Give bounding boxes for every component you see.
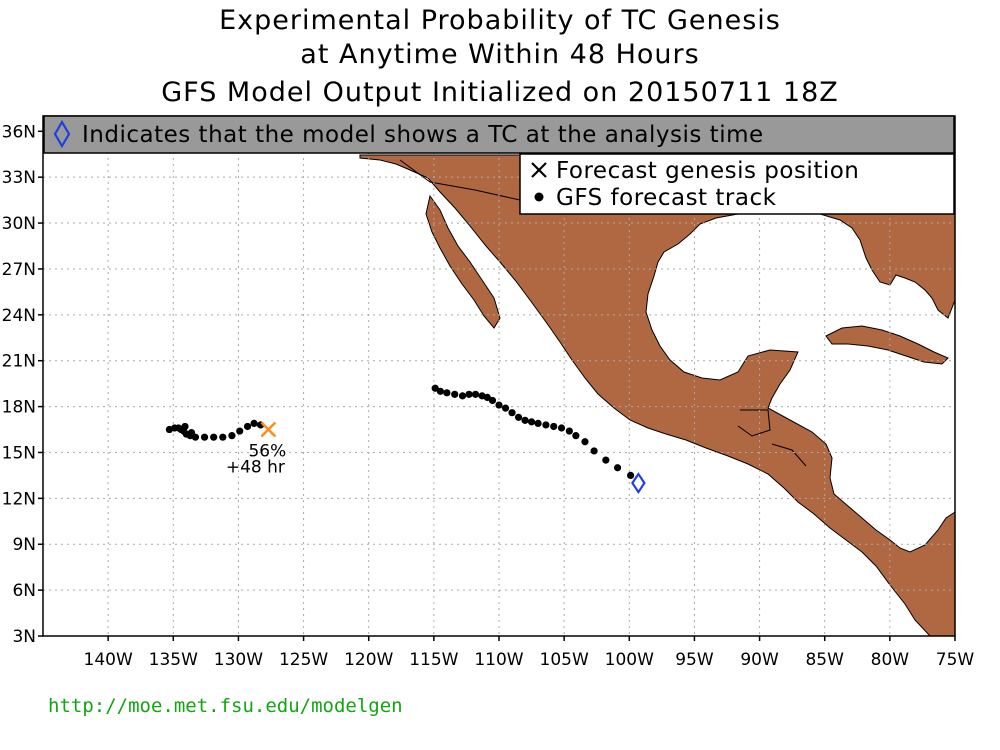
track-point <box>200 433 209 441</box>
lat-tick-label: 21N <box>2 352 36 372</box>
lon-tick-label: 100W <box>605 650 654 670</box>
track-point <box>210 433 218 441</box>
track-point <box>250 419 258 428</box>
lon-tick-label: 110W <box>474 650 523 670</box>
legend-box <box>519 153 955 215</box>
banner-text: Indicates that the model shows a TC at t… <box>82 122 764 148</box>
lat-tick-label: 33N <box>2 168 36 188</box>
central-america-borders <box>737 409 771 437</box>
track-point <box>590 447 598 455</box>
lat-tick-label: 15N <box>2 443 36 463</box>
title-line-1: Experimental Probability of TC Genesis <box>219 5 781 36</box>
track-point <box>465 390 473 398</box>
track-point <box>534 419 542 428</box>
track-point <box>521 416 529 424</box>
lon-axis: 140W 135W 130W 125W 120W 115W 110W 105W 100W 95W 9… <box>84 636 975 670</box>
track-point <box>436 387 444 395</box>
track-point <box>508 409 516 417</box>
markers: 56%+48 hr <box>226 421 646 495</box>
lat-tick-label: 12N <box>2 489 36 509</box>
lon-tick-label: 90W <box>740 650 779 670</box>
track-point <box>613 464 622 472</box>
lat-tick-label: 18N <box>2 398 36 418</box>
track-point <box>581 438 589 446</box>
track-point <box>431 384 439 392</box>
lon-tick-label: 135W <box>149 650 198 670</box>
lon-tick-label: 140W <box>84 650 133 670</box>
track-point <box>181 422 189 431</box>
north-america-land <box>359 154 956 637</box>
lon-tick-label: 95W <box>675 650 714 670</box>
genesis-lead-time-label: +48 hr <box>226 458 285 478</box>
lon-tick-label: 80W <box>871 650 910 670</box>
genesis-x-mark <box>260 421 277 438</box>
track-point <box>557 424 566 432</box>
track-point <box>602 456 610 464</box>
analysis-banner <box>43 115 955 154</box>
track-point <box>236 427 244 435</box>
track-point <box>626 471 635 480</box>
lon-tick-label: 85W <box>805 650 844 670</box>
lon-tick-label: 130W <box>214 650 263 670</box>
track-point <box>542 421 550 429</box>
track-point <box>451 390 459 398</box>
track-point <box>219 433 227 441</box>
track-point <box>187 428 196 437</box>
track-point <box>443 389 451 397</box>
legend-genesis-label: Forecast genesis position <box>556 158 859 184</box>
legend-track-label: GFS forecast track <box>556 185 777 211</box>
lon-tick-label: 125W <box>279 650 328 670</box>
baja-california <box>425 194 501 329</box>
track-point <box>488 396 497 405</box>
track-point <box>458 392 467 400</box>
source-url[interactable]: http://moe.met.fsu.edu/modelgen <box>48 695 403 717</box>
cuba <box>825 325 949 365</box>
lon-tick-label: 105W <box>540 650 589 670</box>
lat-tick-label: 30N <box>2 214 36 234</box>
lon-tick-label: 75W <box>936 650 975 670</box>
track-point <box>565 427 573 435</box>
track-point <box>501 404 510 412</box>
track-point <box>572 432 580 440</box>
title-line-2: at Anytime Within 48 Hours <box>300 39 700 70</box>
track-point <box>165 425 173 434</box>
x-mark-icon <box>531 162 547 178</box>
lat-tick-label: 24N <box>2 306 36 326</box>
track-point <box>471 390 480 398</box>
lat-tick-label: 6N <box>12 581 36 601</box>
dot-icon <box>534 192 544 202</box>
track-point <box>228 432 236 440</box>
analysis-tc-diamond <box>631 472 646 495</box>
lat-axis: 3N 6N 9N 12N 15N 18N 21N 24N 27N 30N 33N 36N <box>2 122 43 647</box>
track-point <box>243 422 252 431</box>
lon-tick-label: 120W <box>344 650 393 670</box>
track-point <box>550 422 558 431</box>
honduras-border <box>771 443 807 467</box>
track-point <box>527 418 536 426</box>
lat-tick-label: 36N <box>2 122 36 142</box>
title-line-3: GFS Model Output Initialized on 20150711… <box>161 77 839 108</box>
genesis-probability-label: 56% <box>248 442 286 462</box>
lat-tick-label: 27N <box>2 260 36 280</box>
track-point <box>495 401 503 409</box>
diamond-icon <box>53 119 71 149</box>
lat-tick-label: 3N <box>12 627 36 647</box>
forecast-tracks <box>165 384 635 480</box>
track-point <box>514 413 523 421</box>
lon-tick-label: 115W <box>409 650 458 670</box>
lat-tick-label: 9N <box>12 535 36 555</box>
track-point <box>478 392 486 400</box>
